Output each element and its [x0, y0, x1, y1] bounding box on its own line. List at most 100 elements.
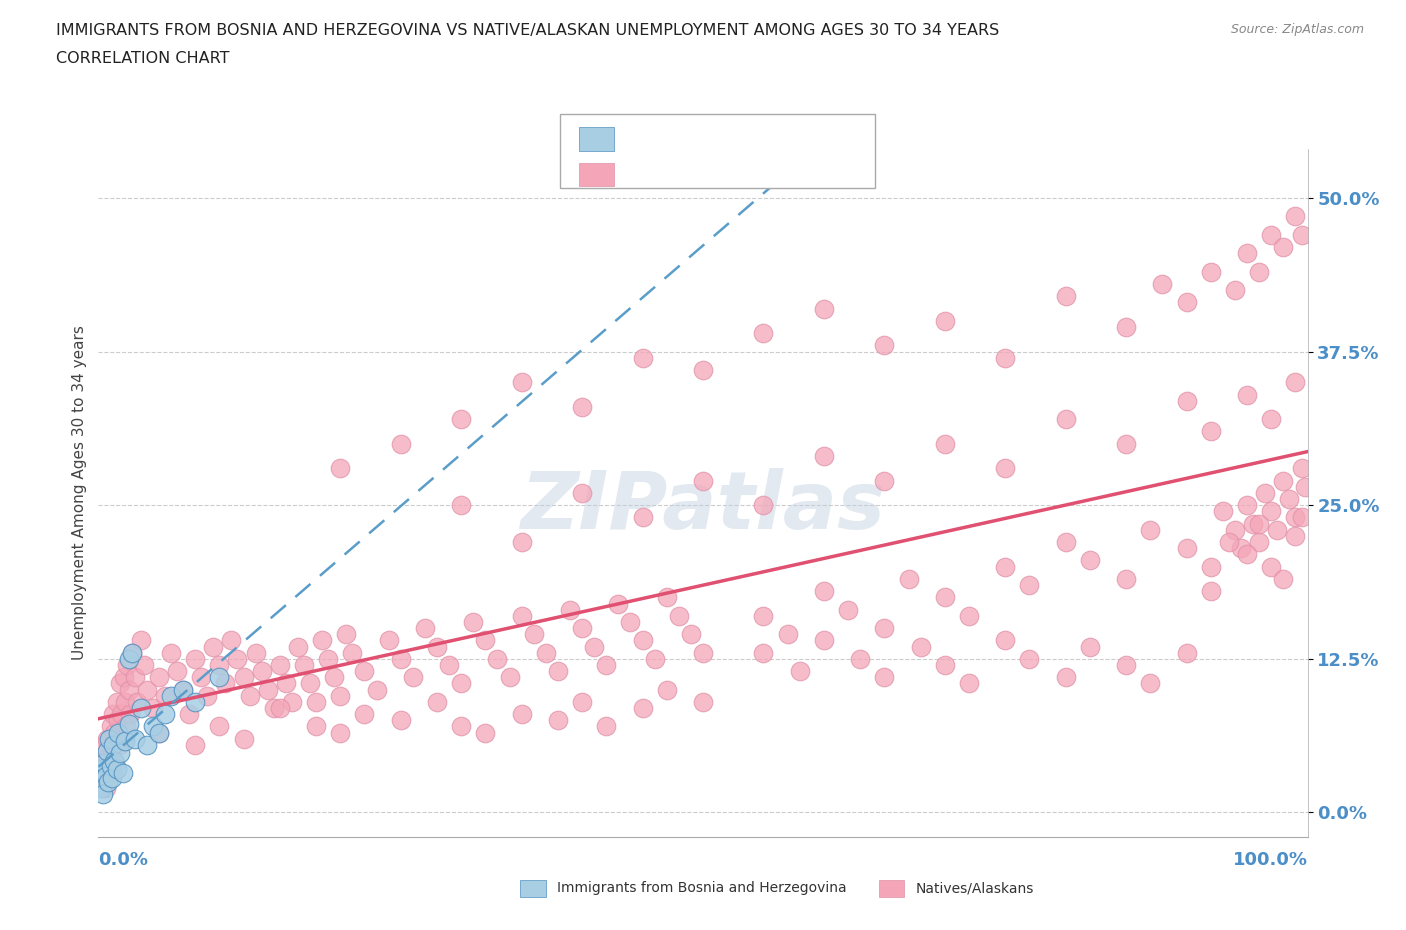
Point [100, 758, 122, 773]
Point [160, 645, 183, 660]
Point [1236, 246, 1258, 260]
Point [1249, 535, 1271, 550]
Point [94, 768, 117, 783]
Point [1115, 320, 1137, 335]
Point [873, 620, 896, 635]
Point [239, 688, 262, 703]
Point [1223, 283, 1246, 298]
Point [474, 633, 496, 648]
Point [510, 375, 533, 390]
Point [1018, 651, 1040, 666]
Point [655, 590, 678, 604]
Point [232, 731, 254, 746]
Point [250, 664, 273, 679]
Point [523, 627, 546, 642]
Point [631, 633, 654, 648]
Point [118, 707, 141, 722]
Point [114, 734, 136, 749]
Point [311, 633, 333, 648]
Point [292, 658, 315, 672]
Point [450, 412, 472, 427]
Point [849, 651, 872, 666]
Point [1115, 571, 1137, 587]
Point [595, 658, 617, 672]
Point [1115, 658, 1137, 672]
Point [353, 707, 375, 722]
Point [90, 762, 112, 777]
Point [1278, 492, 1301, 507]
Point [94, 780, 117, 795]
Point [1175, 393, 1198, 408]
Point [184, 695, 207, 710]
Point [1054, 535, 1077, 550]
Point [1291, 228, 1313, 243]
Point [510, 535, 533, 550]
Point [776, 627, 799, 642]
Point [97, 775, 120, 790]
Point [631, 510, 654, 525]
Point [366, 682, 388, 697]
Point [118, 651, 141, 666]
Point [1267, 523, 1289, 538]
Point [692, 645, 714, 660]
Point [91, 787, 114, 802]
Point [957, 676, 980, 691]
Point [450, 676, 472, 691]
Point [124, 731, 146, 746]
Text: 0.0%: 0.0% [98, 851, 149, 870]
Point [1199, 264, 1222, 279]
Point [100, 744, 122, 759]
Point [98, 768, 121, 783]
Point [91, 756, 114, 771]
Point [1218, 535, 1240, 550]
Point [1018, 578, 1040, 592]
Point [214, 676, 236, 691]
Point [245, 645, 267, 660]
Point [813, 448, 835, 463]
Point [281, 695, 304, 710]
Point [112, 670, 135, 684]
Point [124, 670, 146, 684]
Text: Source: ZipAtlas.com: Source: ZipAtlas.com [1230, 23, 1364, 36]
Point [98, 731, 121, 746]
Point [692, 473, 714, 488]
Point [1284, 209, 1306, 224]
Point [389, 712, 412, 727]
Point [934, 313, 956, 328]
Text: R =  0.137   N =  30: R = 0.137 N = 30 [628, 130, 825, 148]
Y-axis label: Unemployment Among Ages 30 to 34 years: Unemployment Among Ages 30 to 34 years [72, 326, 87, 660]
Point [316, 651, 339, 666]
Point [111, 765, 134, 780]
Point [208, 658, 231, 672]
Point [1284, 375, 1306, 390]
Point [897, 571, 920, 587]
Point [1199, 424, 1222, 439]
Point [1249, 516, 1271, 531]
Point [111, 731, 134, 746]
Point [256, 682, 278, 697]
Point [1260, 412, 1282, 427]
Point [110, 707, 132, 722]
Point [1294, 479, 1316, 494]
Point [426, 695, 449, 710]
Point [402, 670, 425, 684]
Text: 100.0%: 100.0% [1233, 851, 1308, 870]
Point [474, 725, 496, 740]
Point [1249, 264, 1271, 279]
Point [1230, 540, 1253, 555]
Point [166, 664, 188, 679]
Point [91, 762, 114, 777]
Point [1236, 498, 1258, 512]
Point [873, 338, 896, 352]
Point [96, 744, 118, 759]
Point [752, 326, 775, 340]
Text: Immigrants from Bosnia and Herzegovina: Immigrants from Bosnia and Herzegovina [557, 881, 846, 896]
Point [105, 762, 128, 777]
Point [1152, 276, 1174, 291]
Point [679, 627, 702, 642]
Point [107, 725, 129, 740]
Point [329, 688, 352, 703]
Point [752, 608, 775, 623]
Text: ZIPatlas: ZIPatlas [520, 468, 886, 546]
Point [108, 676, 131, 691]
